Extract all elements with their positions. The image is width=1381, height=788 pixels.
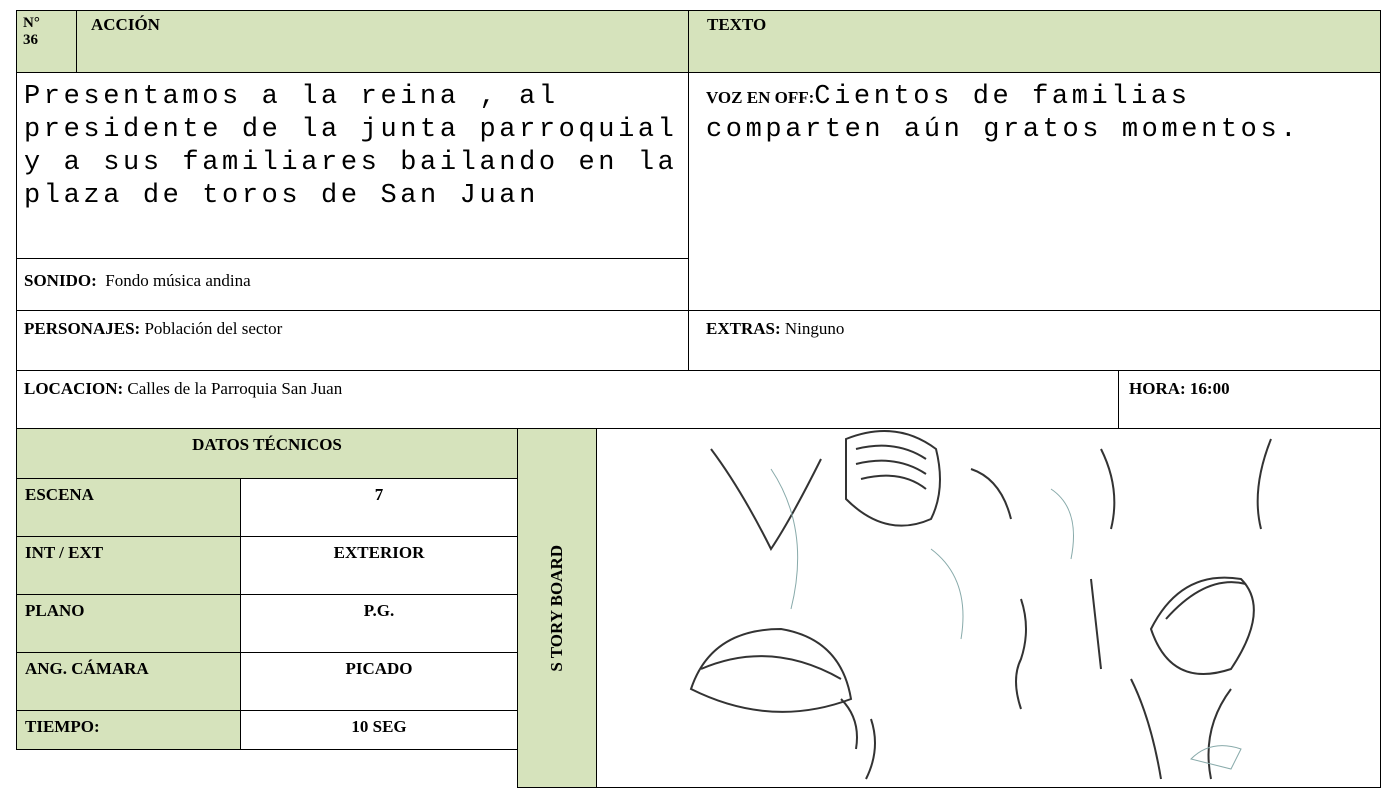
technical-title-cell: DATOS TÉCNICOS — [16, 428, 518, 479]
extras-value: Ninguno — [784, 319, 845, 338]
storyboard-cell — [596, 428, 1381, 788]
storyboard-label: S TORY BOARD — [547, 544, 566, 672]
extras-cell: EXTRAS: Ninguno — [688, 310, 1381, 371]
technical-row-value: PICADO — [240, 652, 518, 711]
storyboard-sketch — [689, 430, 1272, 780]
storyboard-label-cell: S TORY BOARD — [517, 428, 597, 788]
technical-row-value: 10 SEG — [240, 710, 518, 750]
technical-row-label: INT / EXT — [16, 536, 241, 595]
technical-row-value-text: PICADO — [345, 659, 413, 678]
time-cell: HORA: 16:00 — [1118, 370, 1381, 429]
voice-cell: VOZ EN OFF:Cientos de familias comparten… — [688, 72, 1381, 311]
location-label: LOCACION: — [24, 379, 124, 398]
technical-row-label-text: TIEMPO: — [25, 717, 100, 736]
technical-title: DATOS TÉCNICOS — [192, 435, 342, 454]
technical-row-label-text: ESCENA — [25, 485, 94, 504]
location-cell: LOCACION: Calles de la Parroquia San Jua… — [16, 370, 1119, 429]
characters-label: PERSONAJES: — [24, 319, 141, 338]
technical-row-value-text: 7 — [374, 485, 384, 504]
sound-value: Fondo música andina — [105, 271, 251, 290]
technical-row-value-text: 10 SEG — [351, 717, 407, 736]
technical-row-label-text: PLANO — [25, 601, 85, 620]
technical-row-value-text: EXTERIOR — [333, 543, 425, 562]
voice-text: Cientos de familias comparten aún gratos… — [706, 82, 1301, 145]
location-value: Calles de la Parroquia San Juan — [127, 379, 343, 398]
technical-row-label: TIEMPO: — [16, 710, 241, 750]
number: 36 — [23, 32, 38, 48]
technical-row-value: 7 — [240, 478, 518, 537]
technical-row-label: ANG. CÁMARA — [16, 652, 241, 711]
action-label: ACCIÓN — [91, 15, 160, 34]
text-header: TEXTO — [688, 10, 1381, 73]
time-label: HORA: — [1129, 379, 1186, 398]
voice-label: VOZ EN OFF: — [706, 88, 815, 107]
action-header: ACCIÓN — [76, 10, 689, 73]
characters-value: Población del sector — [144, 319, 283, 338]
characters-cell: PERSONAJES: Población del sector — [16, 310, 689, 371]
number-label: N° — [23, 15, 40, 31]
number-cell: N° 36 — [16, 10, 77, 73]
technical-row-label: ESCENA — [16, 478, 241, 537]
technical-row-label: PLANO — [16, 594, 241, 653]
sound-cell: SONIDO: Fondo música andina — [16, 258, 689, 311]
technical-row-label-text: INT / EXT — [25, 543, 104, 562]
technical-row-label-text: ANG. CÁMARA — [25, 659, 149, 678]
action-cell: Presentamos a la reina , al presidente d… — [16, 72, 689, 259]
technical-row-value: EXTERIOR — [240, 536, 518, 595]
technical-row-value-text: P.G. — [363, 601, 395, 620]
sound-label: SONIDO: — [24, 271, 97, 290]
time-value: 16:00 — [1189, 379, 1230, 398]
action-description: Presentamos a la reina , al presidente d… — [24, 82, 678, 211]
extras-label: EXTRAS: — [706, 319, 781, 338]
text-label: TEXTO — [707, 15, 767, 34]
technical-row-value: P.G. — [240, 594, 518, 653]
